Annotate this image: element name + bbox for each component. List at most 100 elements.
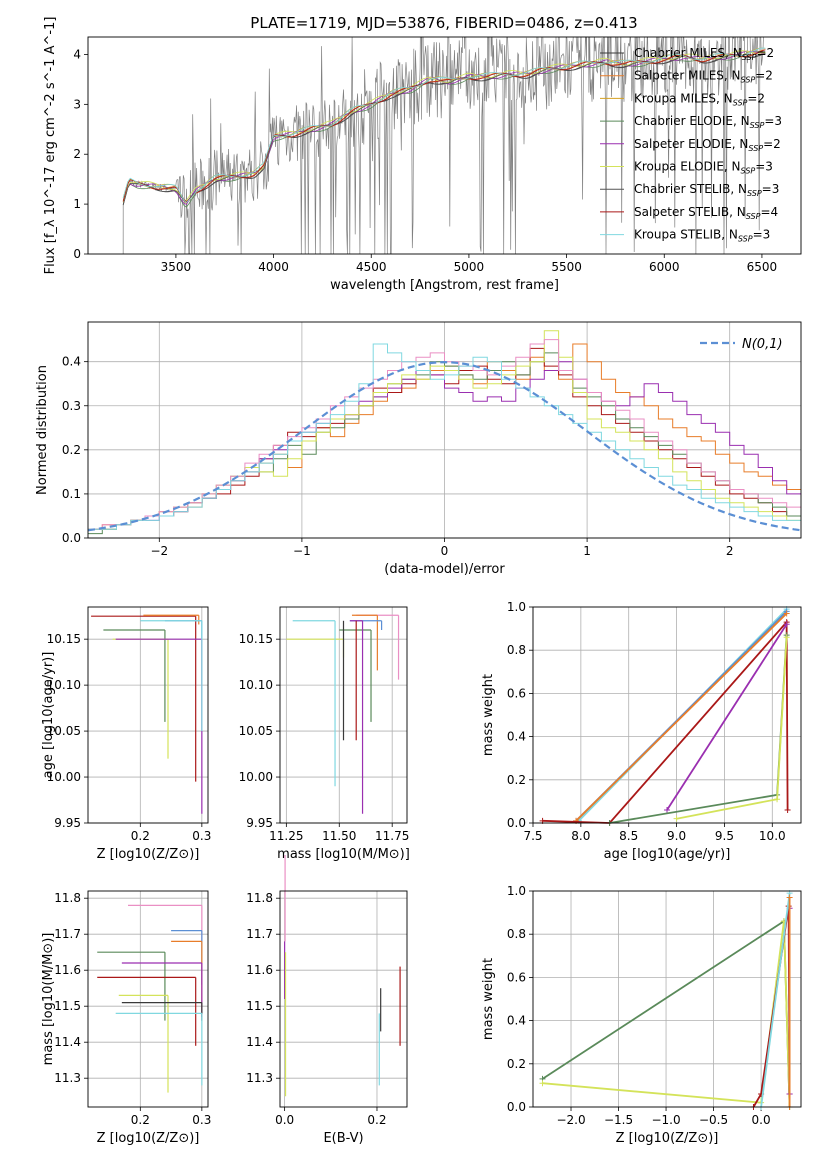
x-axis-label: E(B-V): [323, 1131, 363, 1146]
x-tick-label: 5500: [551, 260, 582, 274]
x-tick-label: 9.0: [667, 829, 686, 843]
x-tick-label: 0.3: [192, 829, 211, 843]
y-tick-label: 10.15: [47, 632, 81, 646]
y-tick-label: 0.2: [507, 1057, 526, 1071]
y-tick-label: 11.4: [54, 1035, 81, 1049]
x-tick-label: −0.5: [699, 1113, 728, 1127]
weight_vs_Z-axes: −2.0 −1.5 −1.0 −0.5 0.0 0.0 0.2 0.4 0.6 0.8 1.0 Z […: [481, 884, 802, 1146]
y-tick-label: 0.4: [62, 355, 81, 369]
data-point: [121, 1001, 203, 1021]
y-tick-label: 0.1: [62, 487, 81, 501]
x-tick-label: 10.0: [759, 829, 786, 843]
x-axis-label: Z [log10(Z/Z⊙)]: [97, 847, 200, 862]
weight-series-line: [609, 635, 788, 824]
y-tick-label: 3: [73, 97, 81, 111]
y-tick-label: 0.3: [62, 399, 81, 413]
y-tick-label: 0.8: [507, 643, 526, 657]
y-tick-label: 10.00: [239, 770, 273, 784]
x-axis-label: Z [log10(Z/Z⊙)]: [97, 1131, 200, 1146]
y-tick-label: 1: [73, 197, 81, 211]
x-tick-label: 8.0: [571, 829, 590, 843]
y-tick-label: 9.95: [54, 816, 81, 830]
x-tick-label: 0.0: [752, 1113, 771, 1127]
x-tick-label: 5000: [454, 260, 485, 274]
y-tick-label: 11.8: [54, 891, 81, 905]
x-tick-label: 0.2: [131, 1113, 150, 1127]
y-axis-label: mass weight: [481, 958, 496, 1040]
data-point: [339, 629, 372, 722]
x-tick-label: 4500: [356, 260, 387, 274]
weight-marker: [539, 1080, 546, 1087]
y-axis-label: Flux [f_λ 10^-17 erg cm^-2 s^-1 A^-1]: [43, 17, 58, 275]
x-tick-label: −1.5: [604, 1113, 633, 1127]
data-point: [351, 614, 378, 671]
x-tick-label: 3500: [161, 260, 192, 274]
x-tick-label: −1.0: [651, 1113, 680, 1127]
plot-frame: [87, 36, 802, 255]
plot-frame: [532, 606, 802, 824]
y-tick-label: 9.95: [246, 816, 273, 830]
plot-frame: [87, 890, 209, 1108]
x-tick-label: −2.0: [556, 1113, 585, 1127]
y-tick-label: 11.6: [54, 963, 81, 977]
data-point: [171, 929, 203, 985]
x-tick-label: 7.5: [523, 829, 542, 843]
legend-entry: Chabrier ELODIE, NSSP=3: [634, 114, 782, 130]
y-tick-label: 0.4: [507, 730, 526, 744]
weight-marker: [786, 894, 793, 901]
legend-entry: Chabrier MILES, NSSP=2: [634, 46, 774, 62]
x-axis-label: mass [log10(M/M⊙)]: [277, 847, 410, 862]
y-tick-label: 0.6: [507, 970, 526, 984]
plot-frame: [279, 606, 408, 824]
x-axis-label: Z [log10(Z/Z⊙)]: [616, 1131, 719, 1146]
data-point: [143, 614, 200, 625]
x-tick-label: 0.3: [192, 1113, 211, 1127]
weight-marker: [774, 796, 781, 803]
weight-marker: [664, 807, 670, 814]
y-tick-label: 0.6: [507, 686, 526, 700]
weight-series-line: [666, 623, 788, 811]
x-tick-label: −2: [150, 544, 168, 558]
x-tick-label: 11.25: [269, 829, 303, 843]
plots-group: 3500 4000 4500 5000 5500 6000 6500 0 1 2 3 4 wavelen…: [35, 17, 802, 1146]
y-tick-label: 11.7: [246, 927, 273, 941]
y-tick-label: 11.6: [246, 963, 273, 977]
legend-entry: Kroupa MILES, NSSP=2: [634, 91, 765, 107]
y-tick-label: 0.0: [507, 1100, 526, 1114]
x-tick-label: 0: [441, 544, 449, 558]
data-point: [292, 620, 336, 787]
data-point: [115, 638, 203, 814]
y-tick-label: 0: [73, 247, 81, 261]
data-point: [118, 994, 169, 1093]
gaussian-curve: [87, 360, 802, 532]
weight-series-line: [542, 619, 789, 824]
figure-title: PLATE=1719, MJD=53876, FIBERID=0486, z=0…: [250, 14, 637, 32]
y-tick-label: 11.4: [246, 1035, 273, 1049]
model-series-line: [122, 50, 766, 205]
spectrum-legend: Chabrier MILES, NSSP=2 Salpeter MILES, NS…: [600, 46, 782, 244]
legend-entry: Kroupa STELIB, NSSP=3: [634, 228, 770, 244]
y-tick-label: 0.0: [507, 816, 526, 830]
legend-entry: Salpeter ELODIE, NSSP=2: [634, 137, 781, 153]
x-tick-label: 6000: [649, 260, 680, 274]
weight-series-line: [760, 893, 791, 1108]
x-tick-label: −1: [293, 544, 311, 558]
x-tick-label: 0.0: [275, 1113, 294, 1127]
y-tick-label: 1.0: [507, 884, 526, 898]
plot-frame: [279, 890, 408, 1108]
spectrum-observed-line: [122, 37, 764, 254]
data-point: [121, 962, 203, 1017]
plot-frame: [532, 890, 802, 1108]
y-tick-label: 10.05: [239, 724, 273, 738]
x-tick-label: 1: [583, 544, 591, 558]
y-tick-label: 0.0: [62, 531, 81, 545]
x-tick-label: 6500: [747, 260, 778, 274]
y-tick-label: 11.3: [246, 1071, 273, 1085]
x-tick-label: 2: [726, 544, 734, 558]
spectrum-axes: 3500 4000 4500 5000 5500 6000 6500 0 1 2 3 4 wavelen…: [43, 17, 802, 293]
model-series-line: [122, 47, 766, 204]
y-tick-label: 0.4: [507, 1014, 526, 1028]
data-point: [115, 1012, 203, 1086]
y-axis-label: age [log10(age/yr)]: [41, 652, 56, 779]
